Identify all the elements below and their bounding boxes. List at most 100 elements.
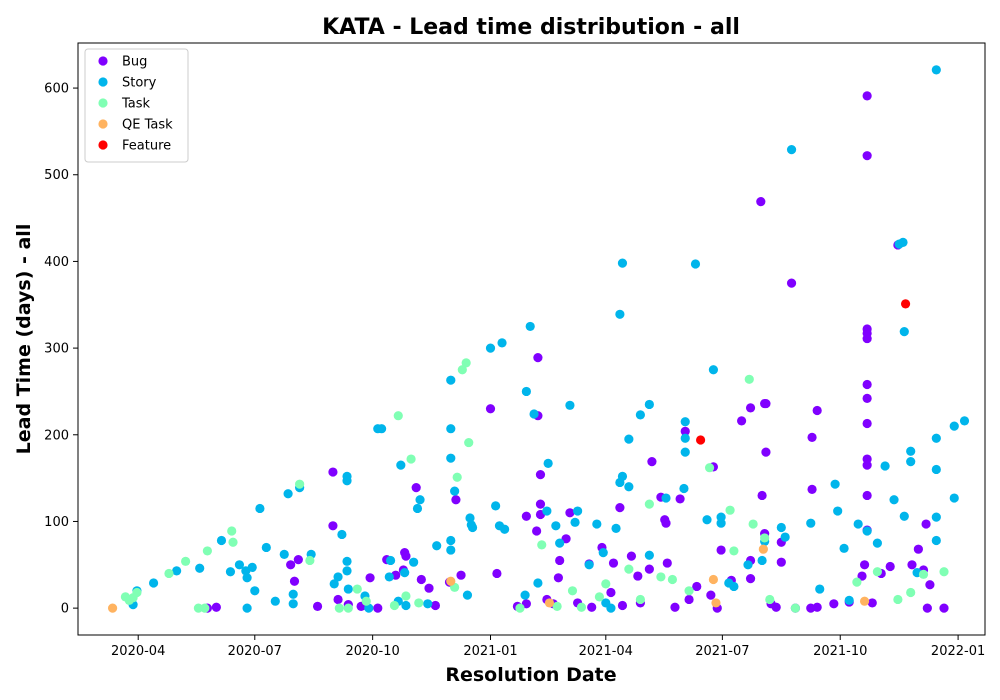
- data-point: [555, 555, 565, 566]
- legend-marker: [98, 56, 108, 66]
- data-point: [725, 505, 735, 515]
- x-tick-label: 2021-10: [813, 644, 867, 659]
- data-point: [343, 584, 353, 594]
- data-point: [812, 602, 822, 612]
- data-point: [521, 386, 531, 397]
- data-point: [283, 489, 293, 499]
- data-point: [690, 259, 701, 269]
- data-point: [446, 576, 456, 586]
- data-point: [776, 557, 786, 567]
- data-point: [899, 327, 909, 337]
- data-point: [416, 574, 426, 585]
- data-point: [644, 399, 654, 410]
- legend-entry: QE Task: [122, 118, 173, 133]
- data-point: [852, 577, 862, 587]
- data-point: [423, 599, 433, 609]
- data-point: [922, 603, 932, 613]
- data-point: [594, 592, 605, 602]
- data-point: [661, 493, 671, 503]
- x-axis-label: Resolution Date: [445, 664, 616, 686]
- data-point: [680, 426, 690, 436]
- data-point: [242, 603, 252, 613]
- data-point: [780, 532, 790, 542]
- data-point: [807, 432, 817, 442]
- data-point: [680, 417, 690, 427]
- data-point: [862, 151, 872, 161]
- data-point: [148, 578, 159, 588]
- data-point: [661, 518, 671, 528]
- data-point: [906, 587, 916, 598]
- y-tick-label: 600: [44, 82, 69, 97]
- data-point: [211, 602, 221, 612]
- data-point: [872, 567, 882, 577]
- data-point: [679, 483, 689, 494]
- series-feature: [696, 299, 911, 445]
- data-point: [401, 591, 411, 601]
- data-point: [900, 299, 911, 309]
- data-point: [333, 572, 343, 582]
- data-point: [633, 571, 643, 581]
- data-point: [680, 447, 690, 457]
- data-point: [491, 501, 501, 511]
- data-point: [533, 353, 543, 363]
- data-point: [921, 519, 931, 529]
- data-point: [592, 519, 602, 529]
- data-point: [293, 554, 303, 565]
- data-point: [862, 393, 872, 403]
- data-point: [406, 454, 416, 464]
- data-point: [352, 584, 362, 594]
- data-point: [492, 568, 502, 579]
- data-point: [906, 457, 916, 467]
- data-point: [716, 518, 726, 528]
- data-point: [898, 237, 908, 247]
- data-point: [786, 145, 797, 155]
- data-point: [680, 433, 690, 443]
- data-point: [555, 538, 565, 548]
- data-point: [181, 556, 191, 566]
- data-point: [377, 424, 387, 434]
- data-point: [393, 411, 403, 421]
- data-point: [711, 598, 721, 608]
- data-point: [617, 600, 628, 611]
- data-point: [279, 549, 289, 559]
- data-point: [385, 555, 396, 566]
- data-point: [467, 522, 478, 533]
- data-point: [867, 598, 877, 608]
- x-tick-label: 2021-07: [695, 644, 749, 659]
- data-point: [500, 524, 510, 534]
- data-point: [644, 499, 654, 509]
- legend-entry: Bug: [122, 55, 147, 70]
- data-point: [606, 603, 616, 613]
- legend-entry: Task: [121, 97, 151, 112]
- data-point: [807, 484, 817, 494]
- data-point: [329, 579, 339, 589]
- data-point: [328, 467, 338, 477]
- data-point: [859, 596, 870, 606]
- data-point: [384, 572, 394, 582]
- data-point: [765, 594, 775, 605]
- data-point: [533, 578, 543, 588]
- data-point: [758, 544, 768, 554]
- data-point: [931, 535, 941, 546]
- data-point: [565, 400, 575, 410]
- plot-frame: [77, 42, 986, 636]
- data-point: [675, 494, 685, 504]
- data-point: [611, 523, 621, 533]
- data-point: [529, 409, 539, 419]
- data-point: [553, 573, 564, 583]
- data-point: [396, 460, 406, 470]
- data-point: [544, 598, 555, 608]
- legend-marker: [98, 77, 108, 87]
- x-tick-label: 2020-04: [111, 644, 165, 659]
- y-tick-label: 500: [44, 168, 69, 183]
- data-point: [409, 557, 419, 567]
- data-point: [537, 540, 547, 550]
- data-point: [635, 410, 645, 420]
- data-point: [647, 457, 657, 467]
- data-point: [624, 564, 634, 574]
- data-point: [601, 579, 611, 589]
- data-point: [565, 508, 575, 518]
- data-point: [939, 567, 949, 577]
- data-point: [708, 574, 719, 585]
